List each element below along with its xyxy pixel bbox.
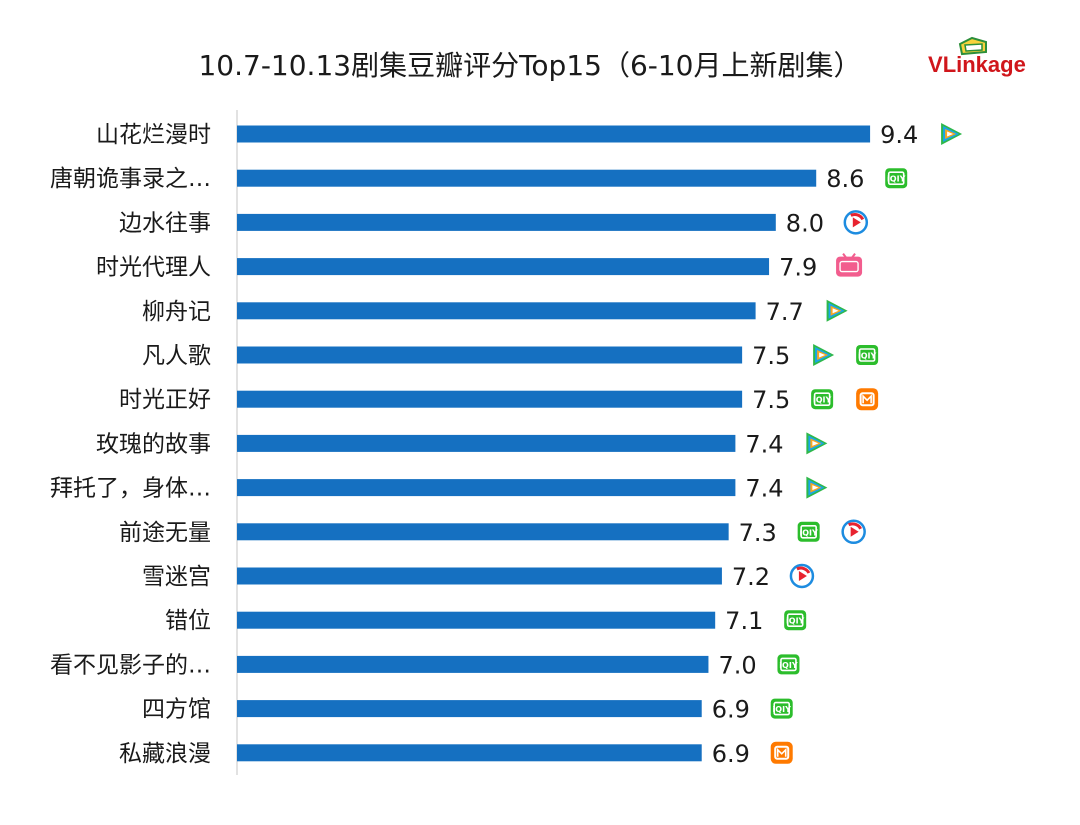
bar	[237, 346, 743, 364]
value-label: 7.3	[739, 519, 777, 547]
youku-icon	[843, 210, 869, 235]
bar	[237, 302, 756, 320]
mango-tv-icon	[770, 741, 793, 764]
bar	[237, 567, 722, 585]
value-label: 7.4	[745, 475, 783, 503]
value-label: 8.0	[786, 209, 824, 237]
iqiyi-icon: iQIY	[770, 698, 793, 719]
category-label: 错位	[165, 608, 211, 634]
value-label: 6.9	[712, 740, 750, 768]
bar	[237, 655, 709, 673]
svg-text:iQIY: iQIY	[887, 175, 906, 184]
youku-icon	[841, 519, 866, 545]
category-label: 私藏浪漫	[119, 741, 211, 767]
svg-text:iQIY: iQIY	[786, 617, 805, 626]
category-label: 前途无量	[119, 520, 211, 546]
value-label: 7.0	[718, 651, 756, 679]
bar	[237, 125, 871, 143]
category-label: 玫瑰的故事	[96, 431, 211, 457]
bar	[237, 213, 776, 231]
bar	[237, 700, 702, 718]
tencent-video-icon	[813, 344, 835, 366]
logo-icon	[958, 36, 987, 56]
brand-name: VLinkage	[928, 52, 1026, 77]
svg-text:iQIY: iQIY	[813, 396, 832, 405]
chart-title: 10.7-10.13剧集豆瓣评分Top15（6-10月上新剧集）	[198, 49, 862, 82]
category-label: 凡人歌	[142, 343, 211, 369]
category-label: 看不见影子的…	[50, 652, 211, 678]
iqiyi-icon: iQIY	[784, 610, 807, 631]
value-label: 7.7	[766, 298, 804, 326]
value-label: 9.4	[880, 121, 918, 149]
iqiyi-icon: iQIY	[856, 345, 879, 365]
svg-text:iQIY: iQIY	[779, 661, 798, 670]
iqiyi-icon: iQIY	[797, 521, 820, 542]
value-label: 7.4	[745, 430, 783, 458]
category-label: 边水往事	[119, 210, 211, 236]
value-label: 7.2	[732, 563, 770, 591]
category-label: 时光正好	[119, 387, 211, 413]
tencent-video-icon	[806, 432, 828, 455]
youku-icon	[789, 563, 815, 589]
category-label: 拜托了，身体…	[50, 476, 211, 502]
bar	[237, 258, 770, 276]
iqiyi-icon: iQIY	[777, 654, 800, 675]
category-label: 唐朝诡事录之…	[50, 166, 211, 192]
mango-tv-icon	[856, 388, 879, 411]
bar	[237, 434, 736, 452]
bar	[237, 479, 736, 497]
bar	[237, 169, 817, 187]
category-label: 时光代理人	[96, 255, 211, 281]
value-label: 6.9	[712, 696, 750, 724]
svg-text:iQIY: iQIY	[858, 352, 877, 361]
iqiyi-icon: iQIY	[885, 168, 908, 189]
category-label: 柳舟记	[142, 299, 211, 325]
value-label: 7.5	[752, 386, 790, 414]
bar	[237, 744, 702, 762]
tencent-video-icon	[941, 123, 963, 145]
iqiyi-icon: iQIY	[811, 389, 834, 410]
tencent-video-icon	[806, 476, 828, 499]
bar	[237, 611, 716, 629]
category-label: 四方馆	[142, 697, 211, 723]
value-label: 7.1	[725, 607, 763, 635]
bilibili-icon	[836, 253, 863, 277]
value-label: 7.9	[779, 254, 817, 282]
bar	[237, 523, 729, 541]
brand-logo: VLinkage	[928, 36, 1048, 84]
value-label: 8.6	[826, 165, 864, 193]
tencent-video-icon	[826, 299, 848, 322]
category-label: 山花烂漫时	[96, 122, 211, 148]
bar	[237, 390, 743, 408]
svg-text:iQIY: iQIY	[799, 528, 818, 537]
svg-text:iQIY: iQIY	[773, 705, 792, 714]
category-label: 雪迷宫	[142, 564, 211, 590]
value-label: 7.5	[752, 342, 790, 370]
